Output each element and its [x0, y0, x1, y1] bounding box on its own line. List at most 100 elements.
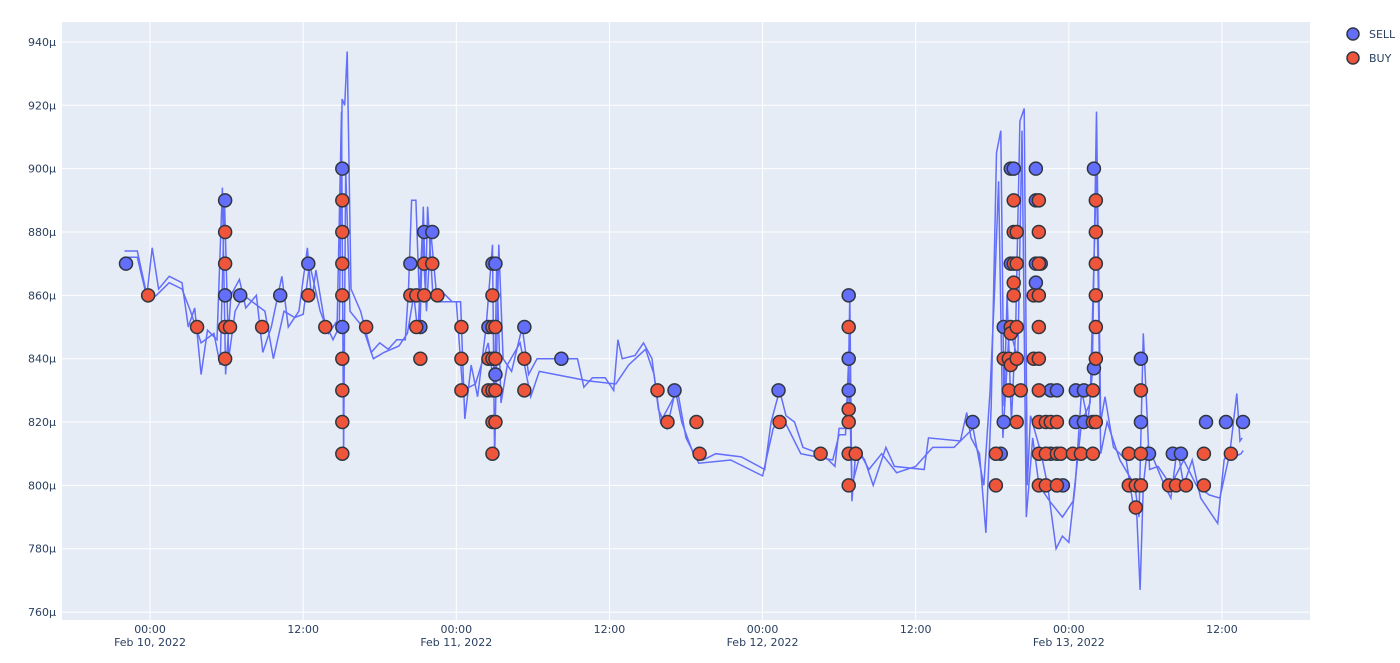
trade-marker	[1031, 288, 1047, 303]
trade-marker	[1218, 414, 1234, 430]
trade-marker	[841, 351, 856, 366]
y-tick-label: 780μ	[28, 543, 56, 556]
trade-marker	[841, 319, 856, 335]
trade-marker	[1031, 319, 1047, 335]
trade-marker	[1006, 193, 1021, 208]
trade-marker	[771, 383, 786, 398]
trade-marker	[335, 414, 350, 430]
legend-marker	[1346, 27, 1360, 41]
trade-marker	[1049, 414, 1065, 430]
trade-marker	[232, 288, 248, 303]
trade-marker	[1088, 256, 1104, 271]
trade-marker	[1198, 414, 1214, 430]
trade-marker	[425, 256, 440, 271]
trade-marker	[1196, 478, 1212, 493]
x-tick-label: 12:00	[900, 623, 932, 636]
trade-marker	[1088, 414, 1104, 430]
trade-marker	[301, 288, 316, 303]
trade-marker	[335, 446, 350, 461]
trade-marker	[1073, 446, 1089, 461]
trade-marker	[318, 319, 333, 335]
trade-marker	[488, 383, 503, 398]
trade-marker	[692, 446, 707, 461]
trade-marker	[1133, 351, 1149, 366]
trade-marker	[1031, 224, 1047, 240]
trade-marker	[189, 319, 205, 335]
trade-marker	[1028, 161, 1044, 176]
x-tick-label: 00:00	[440, 623, 472, 636]
trade-marker	[488, 414, 503, 430]
x-tick-label: 00:00	[1053, 623, 1085, 636]
trade-marker	[409, 319, 424, 335]
trade-marker	[1009, 319, 1024, 335]
trade-marker	[1173, 446, 1189, 461]
trade-marker	[1028, 275, 1044, 290]
y-tick-label: 840μ	[28, 353, 56, 366]
trade-marker	[254, 319, 270, 335]
x-tick-label: 12:00	[594, 623, 626, 636]
trade-marker	[772, 414, 787, 430]
trade-marker	[416, 288, 432, 303]
trade-marker	[1049, 383, 1065, 398]
trade-marker	[217, 351, 233, 366]
trade-marker	[1088, 193, 1104, 208]
trade-marker	[425, 224, 440, 240]
trade-marker	[1009, 351, 1024, 366]
trade-marker	[1133, 414, 1149, 430]
x-tick-label: Feb 13, 2022	[1033, 636, 1105, 649]
trade-marker	[1133, 383, 1149, 398]
trade-marker	[413, 351, 428, 366]
trade-marker	[1088, 351, 1104, 366]
trade-marker	[118, 256, 134, 271]
y-tick-label: 860μ	[28, 289, 56, 302]
trade-marker	[403, 256, 418, 271]
trade-marker	[848, 446, 863, 461]
trade-marker	[1009, 224, 1024, 240]
trade-marker	[517, 319, 532, 335]
x-tick-label: 00:00	[134, 623, 166, 636]
trade-marker	[517, 383, 532, 398]
trade-marker	[1031, 193, 1047, 208]
trade-marker	[1009, 256, 1024, 271]
trade-marker	[841, 288, 856, 303]
trade-marker	[841, 383, 856, 398]
trade-marker	[430, 288, 445, 303]
trade-marker	[1009, 414, 1024, 430]
trade-marker	[1196, 446, 1212, 461]
trade-marker	[222, 319, 238, 335]
trade-marker	[1133, 446, 1149, 461]
trade-marker	[335, 193, 350, 208]
y-tick-label: 920μ	[28, 99, 56, 112]
trade-marker	[1013, 383, 1029, 398]
trade-marker	[301, 256, 316, 271]
trade-marker	[1121, 446, 1137, 461]
x-tick-label: Feb 12, 2022	[727, 636, 799, 649]
trade-marker	[813, 446, 828, 461]
trade-marker	[965, 414, 980, 430]
trade-marker	[488, 367, 503, 382]
trade-marker	[1088, 288, 1104, 303]
trade-marker	[272, 288, 288, 303]
legend-label: SELL	[1369, 28, 1396, 41]
trade-marker	[1001, 383, 1017, 398]
trade-marker	[335, 256, 350, 271]
y-tick-label: 760μ	[28, 606, 56, 619]
trade-marker	[1178, 478, 1194, 493]
y-tick-label: 940μ	[28, 36, 56, 49]
trade-marker	[650, 383, 665, 398]
trade-marker	[1049, 478, 1065, 493]
price-line	[124, 111, 1244, 519]
markers	[118, 161, 1251, 515]
trade-marker	[217, 224, 233, 240]
axes: 760μ 780μ 800μ 820μ 840μ 860μ 880μ 900μ 920μ 940μ…	[28, 36, 1238, 649]
grid	[62, 22, 1310, 620]
trade-marker	[1235, 414, 1251, 430]
trade-marker	[841, 414, 856, 430]
trade-marker	[1223, 446, 1239, 461]
trade-marker	[1006, 275, 1021, 290]
lines	[124, 51, 1244, 590]
plot-area	[62, 22, 1310, 620]
trade-marker	[217, 193, 233, 208]
trade-marker	[1128, 500, 1144, 515]
trade-marker	[1086, 161, 1102, 176]
